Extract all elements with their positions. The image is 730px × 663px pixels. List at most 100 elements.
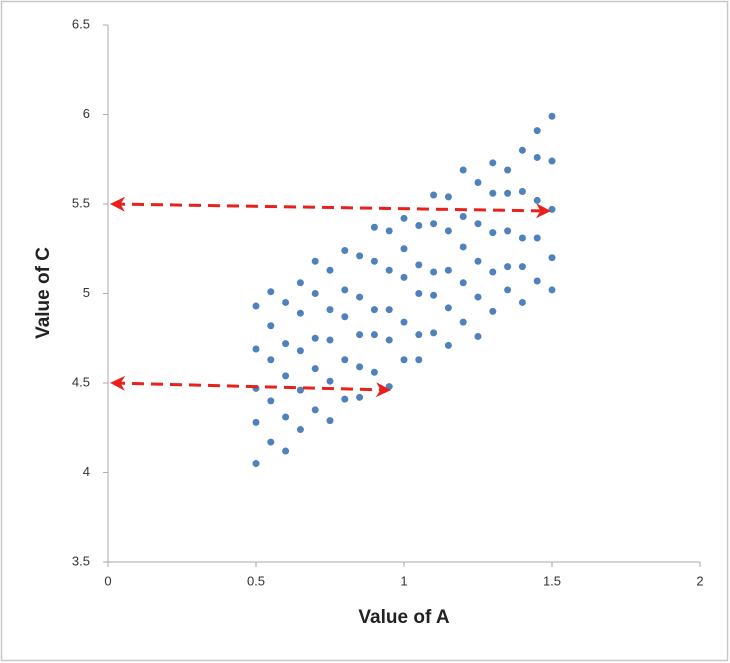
point xyxy=(267,288,275,296)
point xyxy=(400,318,408,326)
point xyxy=(504,189,512,197)
point xyxy=(296,347,304,355)
point xyxy=(430,191,438,199)
point xyxy=(533,196,541,204)
point xyxy=(415,331,423,339)
y-tick-label: 5 xyxy=(83,285,90,300)
point xyxy=(533,277,541,285)
point xyxy=(311,365,319,373)
point xyxy=(282,340,290,348)
point xyxy=(385,266,393,274)
point xyxy=(296,426,304,434)
y-tick-label: 3.5 xyxy=(72,553,90,568)
point xyxy=(444,227,452,235)
point xyxy=(444,266,452,274)
point xyxy=(282,298,290,306)
point xyxy=(489,229,497,237)
point xyxy=(518,298,526,306)
point xyxy=(370,368,378,376)
point xyxy=(548,112,556,120)
point xyxy=(341,356,349,364)
points xyxy=(252,112,556,468)
point xyxy=(474,220,482,228)
point xyxy=(311,334,319,342)
point xyxy=(341,286,349,294)
point xyxy=(459,279,467,287)
point xyxy=(282,413,290,421)
point xyxy=(400,273,408,281)
y-tick-label: 6 xyxy=(83,106,90,121)
point xyxy=(326,266,334,274)
point xyxy=(252,302,260,310)
point xyxy=(430,329,438,337)
point xyxy=(459,213,467,221)
point xyxy=(533,234,541,242)
point xyxy=(489,159,497,167)
y-tick-label: 4.5 xyxy=(72,374,90,389)
point xyxy=(518,263,526,271)
point xyxy=(474,257,482,265)
point xyxy=(326,336,334,344)
point xyxy=(311,257,319,265)
point xyxy=(444,193,452,201)
point xyxy=(311,406,319,414)
point xyxy=(459,243,467,251)
point xyxy=(444,341,452,349)
point xyxy=(504,166,512,174)
point xyxy=(489,189,497,197)
x-tick-label: 1 xyxy=(400,573,407,588)
point xyxy=(356,393,364,401)
point xyxy=(385,336,393,344)
point xyxy=(296,279,304,287)
point xyxy=(474,293,482,301)
point xyxy=(518,146,526,154)
point xyxy=(296,309,304,317)
point xyxy=(282,447,290,455)
x-tick-label: 0.5 xyxy=(247,573,265,588)
point xyxy=(533,153,541,161)
point xyxy=(548,205,556,213)
point xyxy=(326,306,334,314)
point xyxy=(370,223,378,231)
point xyxy=(518,187,526,195)
point xyxy=(385,227,393,235)
point xyxy=(474,179,482,187)
point xyxy=(267,397,275,405)
point xyxy=(415,261,423,269)
point xyxy=(474,332,482,340)
point xyxy=(267,356,275,364)
point xyxy=(311,290,319,297)
point xyxy=(252,345,260,353)
point xyxy=(548,157,556,165)
point xyxy=(341,313,349,321)
point xyxy=(504,286,512,294)
point xyxy=(518,234,526,242)
point xyxy=(370,306,378,314)
point xyxy=(267,322,275,330)
point xyxy=(504,227,512,235)
point xyxy=(341,395,349,403)
point xyxy=(533,127,541,135)
point xyxy=(548,254,556,262)
point xyxy=(252,418,260,426)
x-tick-label: 2 xyxy=(696,573,703,588)
point xyxy=(296,386,304,394)
point xyxy=(444,304,452,312)
y-axis-title: Value of C xyxy=(33,247,54,339)
point xyxy=(459,166,467,174)
point xyxy=(356,293,364,301)
point xyxy=(252,460,260,468)
x-tick-label: 1.5 xyxy=(543,573,561,588)
point xyxy=(400,214,408,222)
point xyxy=(430,291,438,299)
point xyxy=(341,247,349,255)
point xyxy=(489,268,497,276)
point xyxy=(400,245,408,253)
point xyxy=(430,220,438,228)
point xyxy=(370,331,378,339)
point xyxy=(504,263,512,271)
point xyxy=(326,417,334,425)
